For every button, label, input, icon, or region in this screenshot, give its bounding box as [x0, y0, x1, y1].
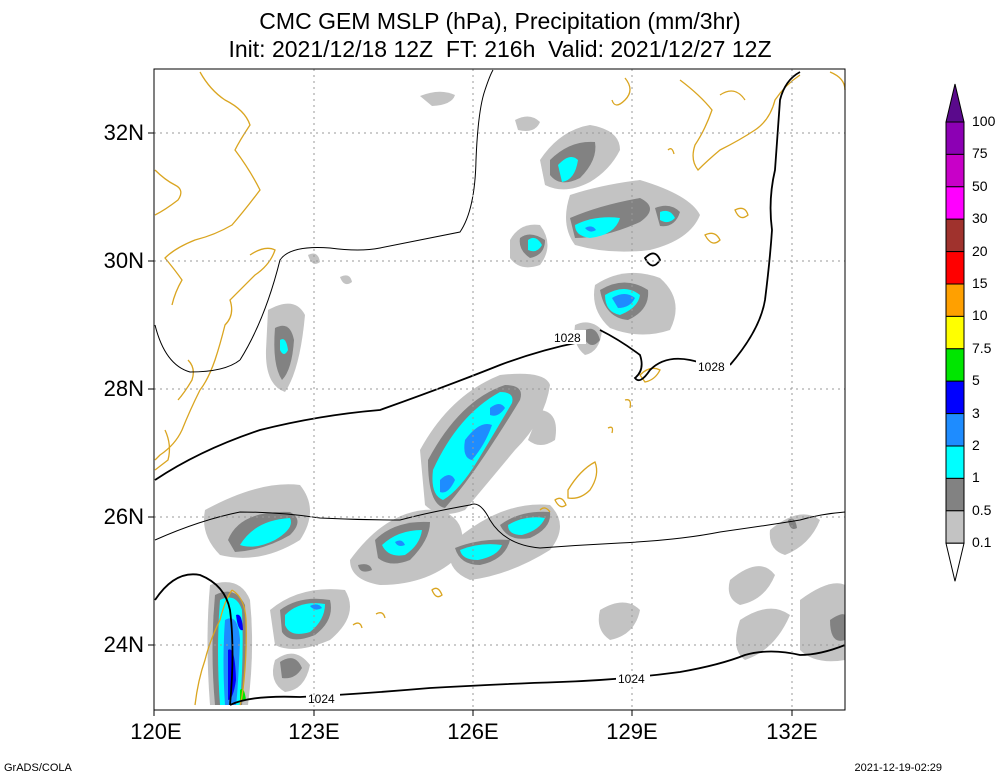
lon-label-120e: 120E: [130, 719, 182, 744]
colorbar-swatch: [945, 315, 965, 350]
lat-label-32n: 32N: [103, 120, 144, 145]
colorbar-swatch: [945, 413, 965, 447]
colorbar-label: 100: [972, 113, 996, 129]
isobars: [154, 69, 846, 706]
lon-label-129e: 129E: [606, 719, 658, 744]
colorbar-label: 1: [972, 469, 980, 486]
colorbar-label: 0.5: [972, 501, 992, 518]
colorbar-swatch: [945, 510, 965, 544]
colorbar-swatch: [945, 186, 965, 220]
colorbar-bottom-arrow: [945, 542, 965, 582]
colorbar-label: 15: [972, 275, 988, 291]
colorbar-label: 7.5: [972, 339, 992, 356]
lat-label-30n: 30N: [103, 248, 144, 273]
isobar-label-1024-a: 1024: [308, 692, 335, 706]
colorbar-label: 0.1: [972, 534, 992, 551]
isobar-labels: 1028 1028 1024 1024: [306, 330, 730, 706]
map-title-line1: CMC GEM MSLP (hPa), Precipitation (mm/3h…: [259, 8, 741, 34]
colorbar-swatch: [945, 283, 965, 317]
grid-lines: [154, 69, 845, 710]
colorbar-label: 20: [972, 242, 988, 259]
colorbar-label: 50: [972, 177, 988, 194]
colorbar-label: 30: [972, 210, 988, 227]
colorbar-label: 2: [972, 437, 980, 453]
colorbar-swatch: [945, 218, 965, 253]
colorbar-swatch: [945, 153, 965, 188]
coastlines: [154, 71, 846, 706]
colorbar-label: 3: [972, 404, 980, 421]
colorbar: [945, 83, 965, 582]
map-title-line2: Init: 2021/12/18 12Z FT: 216h Valid: 202…: [228, 36, 772, 62]
colorbar-swatch: [945, 380, 965, 415]
footer-timestamp: 2021-12-19-02:29: [854, 762, 942, 774]
isobar-label-1028-a: 1028: [554, 331, 581, 345]
lat-label-24n: 24N: [103, 632, 144, 657]
lat-label-28n: 28N: [103, 376, 144, 401]
colorbar-swatch: [945, 348, 965, 382]
isobar-label-1024-b: 1024: [618, 672, 645, 686]
isobar-label-1028-b: 1028: [698, 360, 725, 374]
colorbar-top-arrow: [945, 83, 965, 123]
colorbar-swatch: [945, 251, 965, 285]
footer-software: GrADS/COLA: [4, 762, 72, 774]
colorbar-swatch: [945, 445, 965, 479]
lon-label-126e: 126E: [447, 719, 499, 744]
colorbar-label: 75: [972, 145, 988, 162]
colorbar-swatch: [945, 477, 965, 512]
colorbar-label: 10: [972, 307, 988, 324]
axis-ticks: [148, 132, 793, 716]
lon-label-132e: 132E: [766, 719, 818, 744]
lat-label-26n: 26N: [103, 504, 144, 529]
colorbar-swatch: [945, 121, 965, 155]
colorbar-label: 5: [972, 372, 980, 389]
lon-label-123e: 123E: [288, 719, 340, 744]
